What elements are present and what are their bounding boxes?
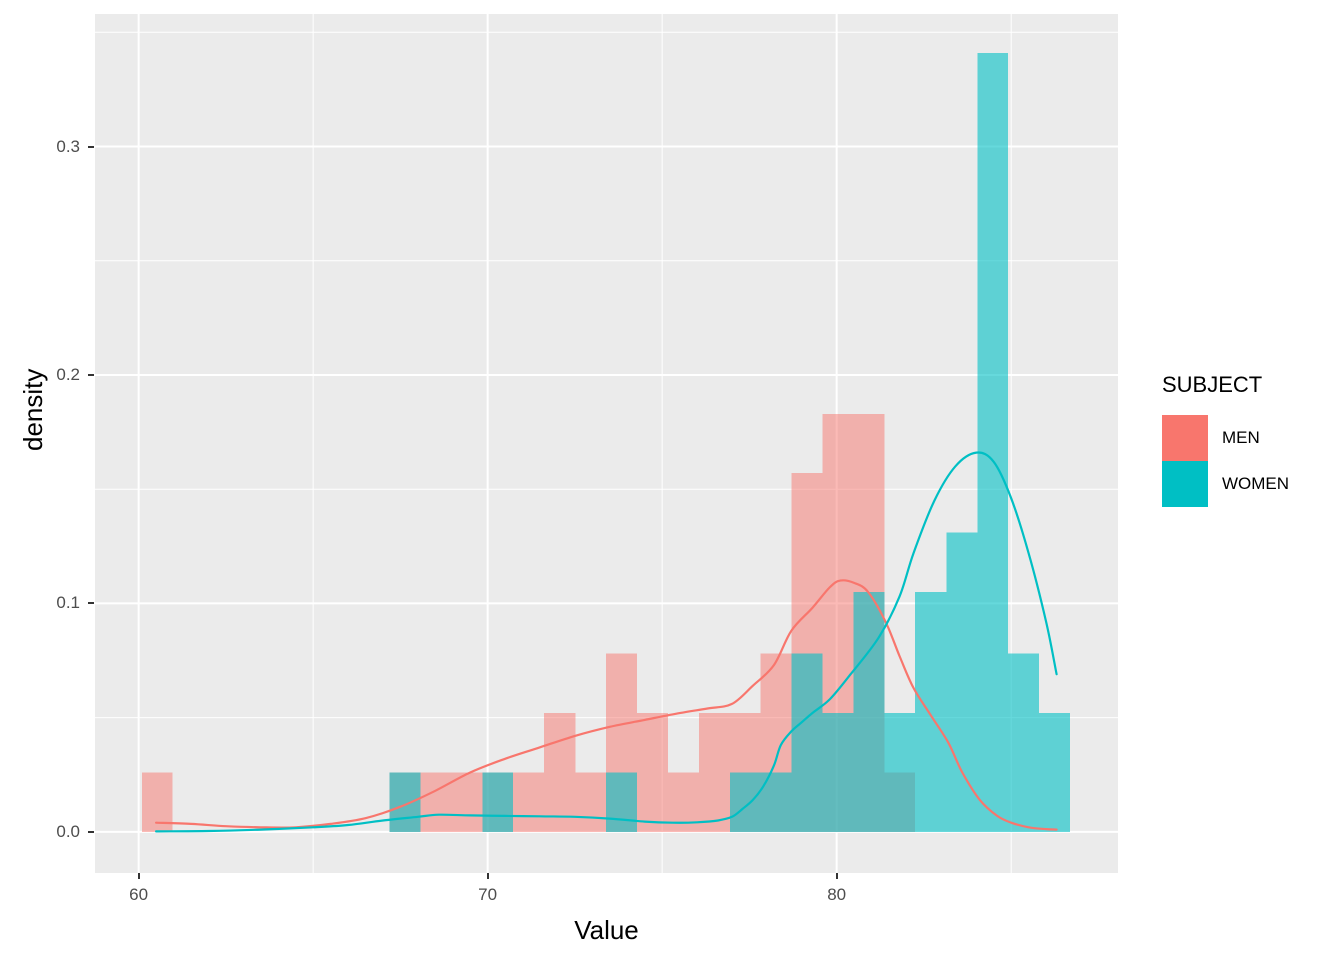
histogram-bar-men (544, 713, 576, 832)
histogram-bar-men (420, 772, 452, 832)
legend-item-women: WOMEN (1162, 461, 1337, 507)
x-tick-mark (137, 873, 140, 879)
y-tick-label: 0.0 (56, 821, 80, 841)
legend-label-men: MEN (1222, 428, 1260, 447)
legend-swatch-women (1162, 461, 1208, 507)
histogram-bar-men (451, 772, 483, 832)
x-tick-label: 60 (129, 885, 149, 904)
y-tick-label: 0.1 (56, 593, 80, 613)
x-tick-mark (835, 873, 838, 879)
y-tick-label: 0.3 (56, 136, 80, 156)
histogram-bar-women (791, 653, 823, 832)
histogram-bar-women (977, 52, 1009, 832)
chart-canvas (95, 14, 1118, 873)
y-tick-mark (88, 830, 94, 833)
x-tick-label: 70 (478, 885, 498, 904)
legend-label-women: WOMEN (1222, 474, 1290, 493)
legend: SUBJECT MEN WOMEN (1162, 372, 1337, 507)
density-curve-men (155, 579, 1058, 831)
histogram-bar-women (1039, 713, 1071, 832)
x-axis-title: Value (574, 915, 639, 945)
x-tick-label: 80 (827, 885, 847, 904)
legend-title: SUBJECT (1162, 372, 1263, 397)
histogram-bar-women (389, 772, 421, 832)
x-tick-mark (486, 873, 489, 879)
legend-item-men: MEN (1162, 415, 1337, 461)
y-tick-label: 0.2 (56, 364, 80, 384)
histogram-bar-women (482, 772, 514, 832)
histogram-bar-women (915, 591, 947, 832)
histogram-bar-women (822, 713, 854, 832)
histogram-bar-women (605, 772, 638, 832)
histogram-bar-men (575, 772, 606, 832)
y-tick-mark (88, 373, 94, 376)
legend-swatch-men (1162, 415, 1208, 461)
histogram-bar-men (698, 713, 730, 832)
histogram-bar-women (1008, 653, 1040, 832)
y-axis-title: density (18, 368, 48, 451)
y-tick-mark (88, 602, 94, 605)
y-tick-mark (88, 145, 94, 148)
histogram-bar-women (946, 532, 978, 832)
density-curve-women (155, 451, 1058, 833)
plot-panel (95, 14, 1118, 873)
histogram-bar-women (884, 713, 916, 832)
histogram-bar-women (853, 591, 885, 832)
histogram-bar-men (513, 772, 545, 832)
histogram-bar-men (637, 713, 668, 832)
histogram-bar-women (729, 772, 761, 832)
